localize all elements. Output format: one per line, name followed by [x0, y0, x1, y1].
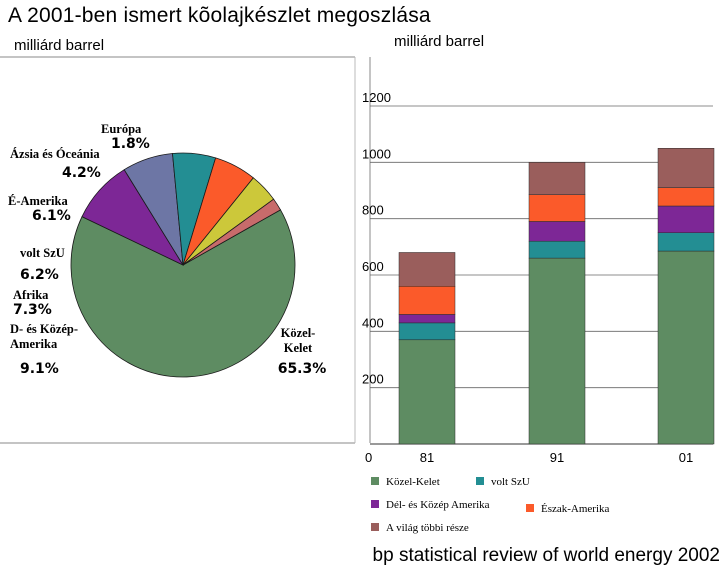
legend-swatch — [526, 504, 534, 512]
pie-slice-label: Európa — [101, 122, 142, 136]
pie-unit-label: milliárd barrel — [14, 37, 105, 54]
pie-slice-percent: 4.2% — [62, 165, 101, 181]
bar-segment — [657, 148, 715, 188]
bar-segment — [528, 194, 586, 222]
legend-label: Közel-Kelet — [386, 476, 440, 488]
bar-segment — [657, 187, 715, 207]
pie-slice-percent: 1.8% — [111, 136, 150, 152]
y-tick-label: 800 — [362, 203, 384, 218]
legend-swatch — [371, 500, 379, 508]
pie-slice-label: Közel-Kelet — [281, 326, 316, 355]
bar-segment — [657, 250, 715, 445]
source-note: bp statistical review of world energy 20… — [372, 545, 720, 566]
x-tick-label: 91 — [550, 450, 564, 465]
bar-segment — [398, 286, 456, 315]
pie-slice-label: É-Amerika — [8, 194, 68, 208]
pie-slice-percent: 65.3% — [278, 361, 327, 377]
y-tick-label: 400 — [362, 315, 384, 330]
bar-segment — [398, 322, 456, 341]
pie-slice-percent: 9.1% — [20, 361, 59, 377]
pie-slice-percent: 6.1% — [32, 208, 71, 224]
bar-segment — [528, 240, 586, 259]
pie-slice-percent: 7.3% — [13, 302, 52, 318]
bar-unit-label: milliárd barrel — [394, 33, 485, 50]
y-tick-label: 600 — [362, 259, 384, 274]
pie-slice-label: D- és Közép-Amerika — [10, 322, 78, 351]
y-tick-label: 200 — [362, 372, 384, 387]
legend-label: Dél- és Közép Amerika — [386, 499, 490, 511]
bar-segment — [398, 314, 456, 324]
bar-segment — [657, 205, 715, 234]
bar-segment — [528, 257, 586, 445]
bar-chart: 200 400 600 800 1000 1200 0 81 91 01 — [362, 90, 715, 465]
pie-slice — [70, 209, 296, 378]
bar-segment — [528, 221, 586, 242]
y-tick-label: 1200 — [362, 90, 391, 105]
legend-swatch — [371, 523, 379, 531]
x-tick-label: 81 — [420, 450, 434, 465]
y-tick-label: 1000 — [362, 146, 391, 161]
legend-swatch — [371, 477, 379, 485]
page-title: A 2001-ben ismert kõolajkészlet megoszlá… — [8, 4, 431, 27]
legend-label: volt SzU — [491, 476, 530, 488]
pie-slice-label: volt SzU — [20, 246, 65, 260]
pie-slice — [182, 198, 282, 266]
y-origin-label: 0 — [365, 450, 372, 465]
legend-swatch — [476, 477, 484, 485]
pie-slice-label: Afrika — [13, 288, 49, 302]
bar-segment — [657, 232, 715, 252]
x-tick-label: 01 — [679, 450, 693, 465]
bar-segment — [398, 252, 456, 287]
legend-label: A világ többi része — [386, 522, 469, 534]
legend-label: Észak-Amerika — [541, 503, 610, 515]
pie-slice-label: Ázsia és Óceánia — [10, 147, 100, 161]
pie-slice-percent: 6.2% — [20, 267, 59, 283]
bar-segment — [398, 339, 456, 445]
bar-segment — [528, 162, 586, 195]
pie-chart: Közel-Kelet 65.3% D- és Közép-Amerika 9.1% A… — [8, 122, 327, 378]
